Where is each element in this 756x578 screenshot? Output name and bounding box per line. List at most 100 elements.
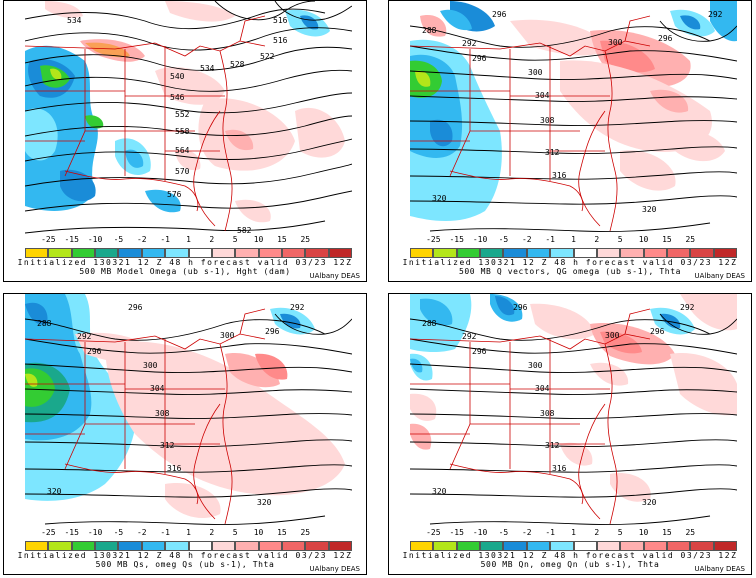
colorbar-tick-label: -15 bbox=[449, 235, 464, 244]
colorbar-tick-label: 5 bbox=[617, 528, 623, 537]
colorbar-swatch bbox=[643, 541, 667, 551]
colorbar-swatch bbox=[165, 541, 189, 551]
theta-labels: 288 292 296 296 300 292 296 300 304 308 … bbox=[37, 303, 305, 507]
contour-label: 300 bbox=[528, 361, 543, 370]
height-labels: 534 516 516 522 534 528 540 546 552 558 … bbox=[67, 16, 288, 235]
contour-label: 312 bbox=[545, 441, 560, 450]
contour-label: 564 bbox=[175, 146, 190, 155]
theta-labels: 288 292 296 296 300 292 296 300 304 308 … bbox=[422, 303, 695, 507]
colorbar-tick-label: -25 bbox=[426, 528, 441, 537]
colorbar-tick-label: 25 bbox=[300, 235, 311, 244]
colorbar-swatch bbox=[596, 248, 621, 258]
contour-label: 292 bbox=[462, 39, 477, 48]
colorbar-tick-label: 5 bbox=[232, 235, 238, 244]
colorbar-swatch bbox=[620, 248, 644, 258]
contour-label: 308 bbox=[155, 409, 170, 418]
panel-title-line2: 500 MB Qn, omeg Qn (ub s-1), Thta bbox=[480, 560, 660, 569]
panel-title-line1: Initialized 130321 12 Z 48 h forecast va… bbox=[402, 551, 738, 560]
contour-label: 534 bbox=[67, 16, 82, 25]
contour-label: 296 bbox=[658, 34, 673, 43]
colorbar-swatch bbox=[328, 248, 353, 258]
colorbar-ticks: -25 -15 -10 -5 -2 -1 1 2 5 10 15 25 bbox=[410, 528, 737, 540]
colorbar-swatch bbox=[165, 248, 189, 258]
colorbar-ticks: -25 -15 -10 -5 -2 -1 1 2 5 10 15 25 bbox=[25, 235, 352, 247]
contour-label: 522 bbox=[260, 52, 275, 61]
credit-label: UAlbany DEAS bbox=[309, 272, 360, 280]
political-boundaries bbox=[410, 308, 651, 525]
colorbar-tick-label: -5 bbox=[113, 528, 124, 537]
colorbar-tick-label: -2 bbox=[136, 235, 147, 244]
contour-label: 292 bbox=[462, 332, 477, 341]
contour-label: 516 bbox=[273, 16, 288, 25]
colorbar-tick-label: 25 bbox=[685, 528, 696, 537]
contour-label: 516 bbox=[273, 36, 288, 45]
colorbar-swatch bbox=[433, 248, 457, 258]
colorbar-tick-label: -1 bbox=[160, 235, 170, 244]
contour-label: 320 bbox=[642, 498, 657, 507]
contour-label: 296 bbox=[265, 327, 280, 336]
colorbar-swatch bbox=[410, 541, 434, 551]
contour-label: 296 bbox=[472, 347, 487, 356]
political-boundaries bbox=[25, 308, 266, 525]
colorbar-swatch bbox=[526, 541, 551, 551]
colorbar-swatch bbox=[573, 248, 597, 258]
colorbar-swatch bbox=[666, 541, 691, 551]
panel-qn: 288 292 296 296 300 292 296 300 304 308 … bbox=[388, 293, 752, 575]
colorbar-swatch bbox=[25, 248, 49, 258]
colorbar-swatch bbox=[666, 248, 691, 258]
colorbar-tick-label: 5 bbox=[232, 528, 238, 537]
colorbar-swatch bbox=[95, 248, 119, 258]
colorbar-swatch bbox=[480, 541, 504, 551]
colorbar-tick-label: -15 bbox=[64, 235, 79, 244]
colorbar-swatch bbox=[550, 541, 574, 551]
colorbar-swatch bbox=[503, 248, 527, 258]
contour-label: 570 bbox=[175, 167, 190, 176]
contour-label: 316 bbox=[167, 464, 182, 473]
colorbar-swatch bbox=[713, 248, 738, 258]
colorbar bbox=[410, 541, 738, 551]
colorbar-tick-label: 15 bbox=[662, 235, 672, 244]
colorbar-swatch bbox=[188, 541, 212, 551]
colorbar-swatch bbox=[118, 248, 142, 258]
contour-label: 558 bbox=[175, 127, 190, 136]
contour-label: 304 bbox=[150, 384, 165, 393]
colorbar-tick-label: -1 bbox=[160, 528, 170, 537]
colorbar-swatch bbox=[596, 541, 621, 551]
colorbar-swatch bbox=[550, 248, 574, 258]
panel-title-line2: 500 MB Q vectors, QG omega (ub s-1), Tht… bbox=[458, 267, 682, 276]
contour-label: 292 bbox=[77, 332, 92, 341]
contour-label: 292 bbox=[680, 303, 695, 312]
colorbar bbox=[25, 541, 353, 551]
contour-label: 300 bbox=[605, 331, 620, 340]
contour-label: 320 bbox=[257, 498, 272, 507]
theta-contours bbox=[25, 313, 352, 525]
contour-label: 296 bbox=[492, 10, 507, 19]
colorbar-tick-label: 25 bbox=[685, 235, 696, 244]
contour-label: 296 bbox=[128, 303, 143, 312]
colorbar-tick-label: -1 bbox=[545, 528, 555, 537]
colorbar-tick-label: 2 bbox=[209, 528, 215, 537]
colorbar-swatch bbox=[48, 248, 72, 258]
colorbar-swatch bbox=[713, 541, 738, 551]
colorbar-swatch bbox=[281, 541, 306, 551]
colorbar-tick-label: 1 bbox=[186, 235, 191, 244]
contour-label: 288 bbox=[37, 319, 52, 328]
colorbar-swatch bbox=[305, 541, 329, 551]
colorbar-swatch bbox=[690, 248, 714, 258]
colorbar-swatch bbox=[620, 541, 644, 551]
contour-label: 296 bbox=[513, 303, 528, 312]
political-boundaries bbox=[410, 15, 651, 232]
colorbar-tick-label: -10 bbox=[472, 235, 488, 244]
contour-label: 312 bbox=[545, 148, 560, 157]
contour-label: 540 bbox=[170, 72, 185, 81]
colorbar-tick-label: -5 bbox=[113, 235, 124, 244]
colorbar-swatch bbox=[235, 248, 259, 258]
colorbar-swatch bbox=[410, 248, 434, 258]
colorbar-tick-label: 1 bbox=[571, 528, 576, 537]
contour-label: 316 bbox=[552, 464, 567, 473]
colorbar-swatch bbox=[328, 541, 353, 551]
colorbar-swatch bbox=[25, 541, 49, 551]
colorbar-tick-label: 15 bbox=[662, 528, 672, 537]
map-q-vectors: 288 292 296 296 300 292 296 300 304 308 … bbox=[410, 1, 737, 232]
contour-label: 296 bbox=[472, 54, 487, 63]
